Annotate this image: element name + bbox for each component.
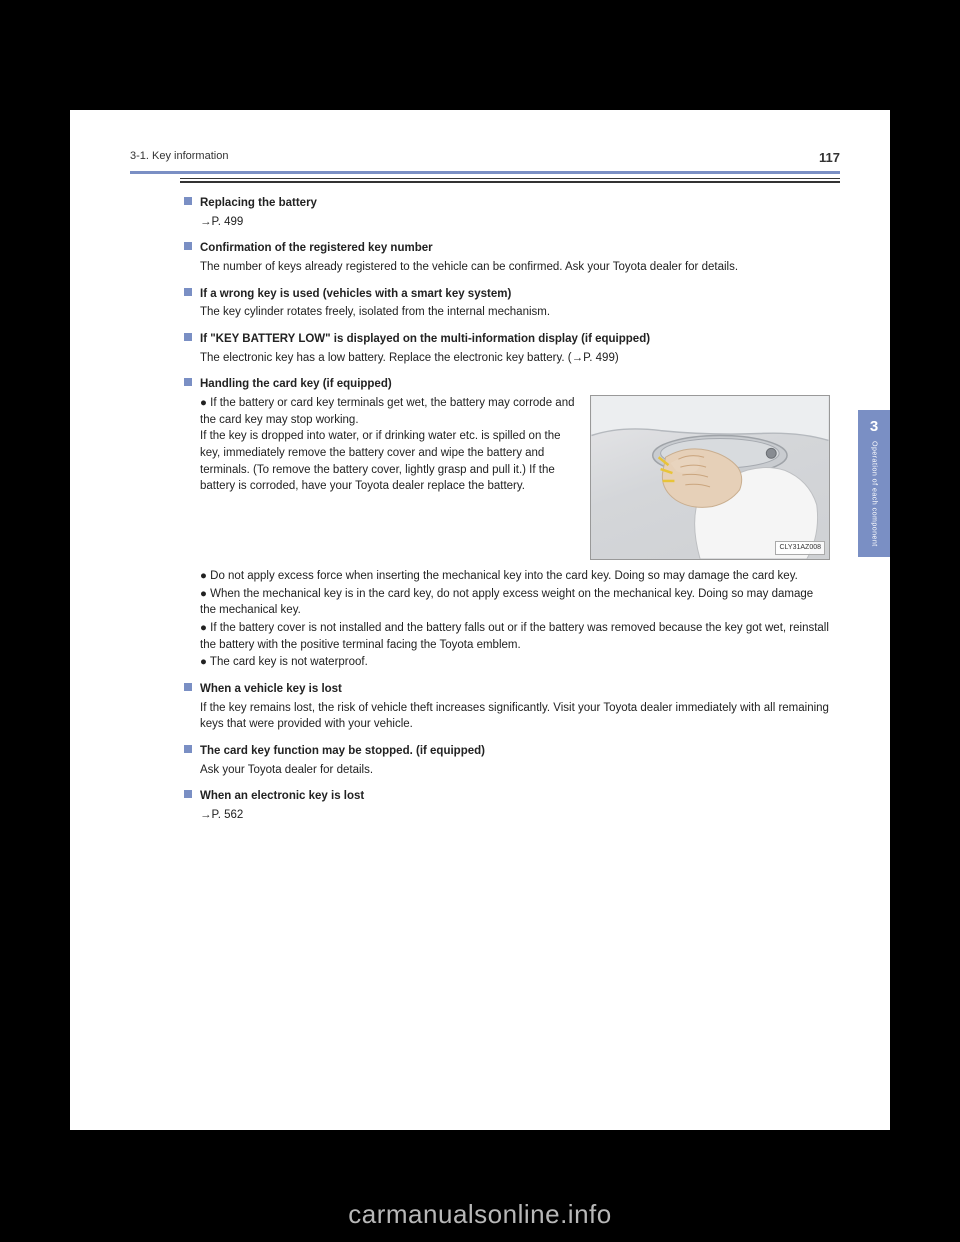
item-title: Handling the card key (if equipped) xyxy=(200,376,830,393)
header-rule-thick xyxy=(180,181,840,183)
figure-row: ● If the battery or card key terminals g… xyxy=(200,395,830,560)
header-rule-accent xyxy=(130,171,840,174)
item-title: The card key function may be stopped. (i… xyxy=(200,743,830,760)
page-number: 117 xyxy=(819,150,840,165)
body-line: ● Do not apply excess force when inserti… xyxy=(200,568,830,585)
item-title: If a wrong key is used (vehicles with a … xyxy=(200,286,830,303)
chapter-tab: 3 Operation of each component xyxy=(858,410,890,557)
figure-text-column: ● If the battery or card key terminals g… xyxy=(200,395,578,495)
body-line: →P. 562 xyxy=(200,807,830,824)
square-bullet-icon xyxy=(184,242,192,250)
square-bullet-icon xyxy=(184,683,192,691)
item-body: The number of keys already registered to… xyxy=(200,259,830,276)
body-line: ● If the battery cover is not installed … xyxy=(200,620,830,653)
item-title: When an electronic key is lost xyxy=(200,788,830,805)
item-body: →P. 562 xyxy=(200,807,830,824)
item-body: If the key remains lost, the risk of veh… xyxy=(200,700,830,733)
list-item: The card key function may be stopped. (i… xyxy=(200,743,830,778)
square-bullet-icon xyxy=(184,745,192,753)
item-body: The key cylinder rotates freely, isolate… xyxy=(200,304,830,321)
manual-page: 3-1. Key information 117 Replacing the b… xyxy=(70,110,890,1130)
watermark-text: carmanualsonline.info xyxy=(0,1199,960,1230)
item-title: When a vehicle key is lost xyxy=(200,681,830,698)
page-header: 3-1. Key information 117 xyxy=(130,150,840,165)
item-body: Ask your Toyota dealer for details. xyxy=(200,762,830,779)
body-line: Ask your Toyota dealer for details. xyxy=(200,762,830,779)
item-body: →P. 499 xyxy=(200,214,830,231)
list-item: When an electronic key is lost →P. 562 xyxy=(200,788,830,823)
square-bullet-icon xyxy=(184,288,192,296)
chapter-label: Operation of each component xyxy=(871,441,878,547)
door-handle-figure: CLY31AZ008 xyxy=(590,395,830,560)
item-title: If "KEY BATTERY LOW" is displayed on the… xyxy=(200,331,830,348)
body-line: If the key is dropped into water, or if … xyxy=(200,428,578,495)
body-line: The electronic key has a low battery. Re… xyxy=(200,350,830,367)
list-item: Replacing the battery →P. 499 xyxy=(200,195,830,230)
chapter-number: 3 xyxy=(858,418,890,435)
list-item: If "KEY BATTERY LOW" is displayed on the… xyxy=(200,331,830,366)
header-rule-thin xyxy=(180,178,840,179)
body-line: ● If the battery or card key terminals g… xyxy=(200,395,578,428)
section-label: 3-1. Key information xyxy=(130,150,228,165)
content-area: Replacing the battery →P. 499 Confirmati… xyxy=(200,195,830,824)
list-item: Handling the card key (if equipped) ● If… xyxy=(200,376,830,671)
list-item: When a vehicle key is lost If the key re… xyxy=(200,681,830,733)
square-bullet-icon xyxy=(184,333,192,341)
square-bullet-icon xyxy=(184,790,192,798)
item-title: Replacing the battery xyxy=(200,195,830,212)
item-body: ● Do not apply excess force when inserti… xyxy=(200,568,830,671)
list-item: If a wrong key is used (vehicles with a … xyxy=(200,286,830,321)
list-item: Confirmation of the registered key numbe… xyxy=(200,240,830,275)
item-title: Confirmation of the registered key numbe… xyxy=(200,240,830,257)
door-handle-illustration xyxy=(591,396,829,559)
body-line: ● When the mechanical key is in the card… xyxy=(200,586,830,619)
image-code-label: CLY31AZ008 xyxy=(775,541,825,555)
body-line: ● The card key is not waterproof. xyxy=(200,654,830,671)
item-body: The electronic key has a low battery. Re… xyxy=(200,350,830,367)
square-bullet-icon xyxy=(184,197,192,205)
body-line: →P. 499 xyxy=(200,214,830,231)
body-line: If the key remains lost, the risk of veh… xyxy=(200,700,830,733)
body-line: The key cylinder rotates freely, isolate… xyxy=(200,304,830,321)
square-bullet-icon xyxy=(184,378,192,386)
body-line: The number of keys already registered to… xyxy=(200,259,830,276)
